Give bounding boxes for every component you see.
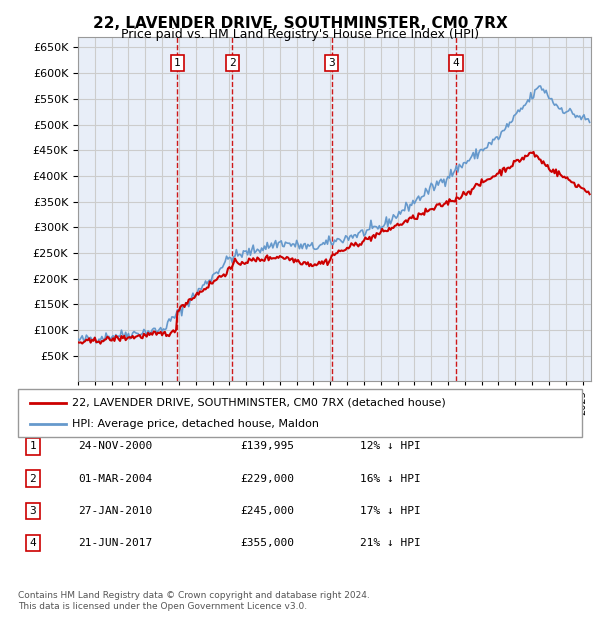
- Text: £139,995: £139,995: [240, 441, 294, 451]
- Text: 4: 4: [452, 58, 460, 68]
- Text: 4: 4: [29, 538, 37, 548]
- Text: 2: 2: [229, 58, 236, 68]
- Text: Price paid vs. HM Land Registry's House Price Index (HPI): Price paid vs. HM Land Registry's House …: [121, 28, 479, 41]
- Text: 3: 3: [29, 506, 37, 516]
- Text: 1: 1: [174, 58, 181, 68]
- Text: £229,000: £229,000: [240, 474, 294, 484]
- Text: 22, LAVENDER DRIVE, SOUTHMINSTER, CM0 7RX (detached house): 22, LAVENDER DRIVE, SOUTHMINSTER, CM0 7R…: [72, 397, 446, 408]
- Text: 27-JAN-2010: 27-JAN-2010: [78, 506, 152, 516]
- Text: £355,000: £355,000: [240, 538, 294, 548]
- Text: 21-JUN-2017: 21-JUN-2017: [78, 538, 152, 548]
- Text: 1: 1: [29, 441, 37, 451]
- Text: 22, LAVENDER DRIVE, SOUTHMINSTER, CM0 7RX: 22, LAVENDER DRIVE, SOUTHMINSTER, CM0 7R…: [92, 16, 508, 30]
- Text: 12% ↓ HPI: 12% ↓ HPI: [360, 441, 421, 451]
- Text: Contains HM Land Registry data © Crown copyright and database right 2024.
This d: Contains HM Land Registry data © Crown c…: [18, 591, 370, 611]
- Text: 2: 2: [29, 474, 37, 484]
- Text: 16% ↓ HPI: 16% ↓ HPI: [360, 474, 421, 484]
- Text: 17% ↓ HPI: 17% ↓ HPI: [360, 506, 421, 516]
- Text: 01-MAR-2004: 01-MAR-2004: [78, 474, 152, 484]
- Text: 24-NOV-2000: 24-NOV-2000: [78, 441, 152, 451]
- Text: 3: 3: [328, 58, 335, 68]
- Text: HPI: Average price, detached house, Maldon: HPI: Average price, detached house, Mald…: [72, 418, 319, 429]
- Text: £245,000: £245,000: [240, 506, 294, 516]
- Text: 21% ↓ HPI: 21% ↓ HPI: [360, 538, 421, 548]
